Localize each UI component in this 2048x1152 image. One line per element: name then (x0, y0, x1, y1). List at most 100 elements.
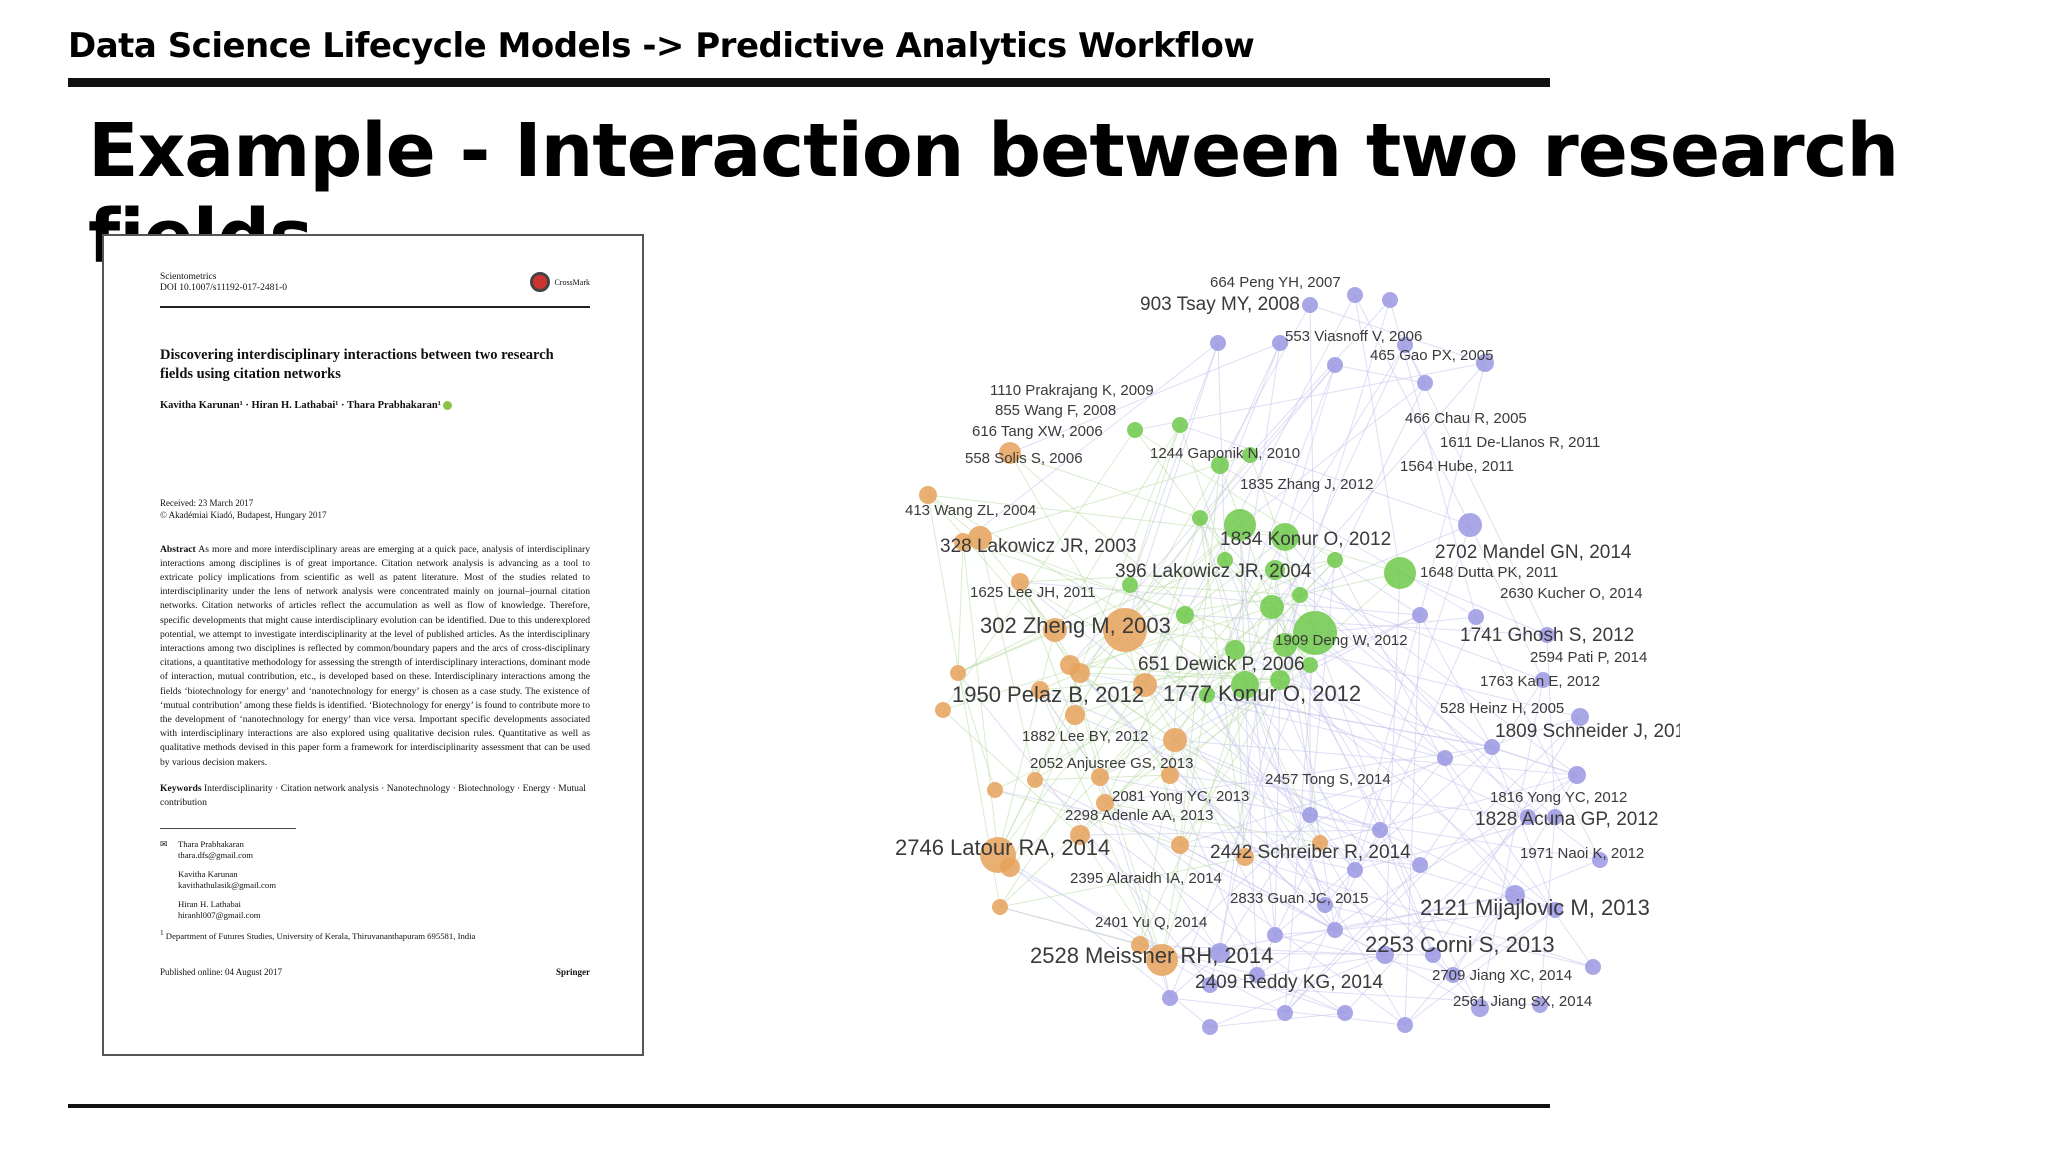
network-node-green (1273, 633, 1297, 657)
network-edge (1129, 584, 1356, 871)
network-node-green (1327, 552, 1343, 568)
network-node-label: 553 Viasnoff V, 2006 (1285, 328, 1422, 345)
network-node-label: 855 Wang F, 2008 (995, 402, 1116, 419)
network-node-label: 2081 Yong YC, 2013 (1112, 788, 1249, 805)
network-node-label: 1244 Gaponik N, 2010 (1150, 445, 1300, 462)
network-node-label: 1834 Konur O, 2012 (1220, 529, 1391, 550)
paper-content: Scientometrics DOI 10.1007/s11192-017-24… (160, 272, 590, 977)
network-edge (1124, 629, 1181, 846)
network-edge (1432, 716, 1581, 956)
network-edge (1099, 694, 1208, 778)
network-node-label: 558 Solis S, 2006 (965, 450, 1083, 467)
network-edge (1274, 746, 1493, 936)
network-node-orange (1011, 573, 1029, 591)
network-edge (1239, 382, 1426, 526)
network-node-purple (1571, 708, 1589, 726)
network-node-label: 1835 Zhang J, 2012 (1240, 476, 1373, 493)
network-edge (1279, 679, 1556, 911)
network-node-orange (1131, 936, 1149, 954)
network-node-label: 664 Peng YH, 2007 (1210, 274, 1341, 291)
network-edge (1274, 569, 1493, 748)
network-node-purple (1471, 999, 1489, 1017)
network-edge (962, 454, 1251, 543)
network-node-label: 1909 Deng W, 2012 (1275, 632, 1408, 649)
network-edge (1034, 779, 1346, 1014)
network-edge (1404, 909, 1556, 1026)
network-edge (962, 541, 999, 856)
network-edge (1174, 739, 1578, 776)
orcid-icon (443, 400, 453, 410)
network-node-orange (1096, 794, 1114, 812)
paper-keywords: Keywords Interdisciplinarity · Citation … (160, 782, 590, 810)
network-edge (1206, 364, 1336, 696)
network-edge (1174, 739, 1556, 911)
network-node-purple (1520, 809, 1536, 825)
contact-entry: Thara Prabhakaran thara.dfs@gmail.com (178, 839, 590, 861)
network-edge (1271, 362, 1486, 608)
network-edge (1419, 362, 1486, 616)
network-edge (1244, 757, 1446, 858)
network-node-purple (1484, 739, 1500, 755)
network-edge (1309, 664, 1516, 896)
crossmark-badge: CrossMark (530, 272, 590, 292)
network-node-green (1225, 640, 1245, 660)
network-node-purple (1302, 297, 1318, 313)
contact-email: hiranhl007@gmail.com (178, 910, 261, 921)
paper-masthead: Scientometrics DOI 10.1007/s11192-017-24… (160, 272, 590, 294)
network-edge (1284, 829, 1381, 1014)
network-node-orange (968, 526, 992, 550)
network-node-label: 2630 Kucher O, 2014 (1500, 585, 1643, 602)
network-edge (999, 906, 1258, 976)
publisher-logo: Springer (555, 967, 590, 978)
received-date: Received: 23 March 2017 (160, 497, 254, 508)
network-node-purple (1445, 967, 1461, 983)
network-edge (1129, 584, 1301, 596)
envelope-icon: ✉ (160, 839, 168, 850)
network-edge (1234, 342, 1281, 651)
network-edge (1284, 344, 1406, 538)
network-edge (1249, 299, 1391, 456)
contact-entry: Kavitha Karunan kavithathulasik@gmail.co… (178, 869, 590, 891)
network-edge (1079, 829, 1381, 836)
network-edge (1284, 864, 1421, 1014)
network-node-label: 1648 Dutta PK, 2011 (1420, 564, 1558, 581)
network-edge (1299, 594, 1556, 818)
network-node-orange (1146, 944, 1178, 976)
network-edge (1334, 614, 1421, 931)
network-node-purple (1535, 672, 1551, 688)
network-node-purple (1568, 766, 1586, 784)
crossmark-icon (530, 272, 551, 292)
network-node-purple (1425, 947, 1441, 963)
footnote-divider (160, 828, 296, 830)
network-edge (1314, 632, 1434, 956)
network-edge (1019, 581, 1106, 804)
network-edge (1274, 559, 1336, 571)
network-edge (1009, 342, 1281, 454)
network-node-purple (1592, 852, 1608, 868)
network-edge (1284, 644, 1581, 718)
network-node-label: 465 Gao PX, 2005 (1370, 347, 1493, 364)
network-edge (999, 739, 1176, 908)
masthead-divider (160, 306, 590, 308)
network-node-orange (935, 702, 951, 718)
network-edge (1184, 614, 1548, 636)
network-edge (1184, 294, 1356, 616)
network-edge (1074, 464, 1221, 716)
network-node-purple (1327, 922, 1343, 938)
network-edge (1324, 904, 1594, 968)
network-node-green (1242, 447, 1258, 463)
paper-dates: Received: 23 March 2017 © Akadémiai Kiad… (160, 497, 590, 521)
abstract-label: Abstract (160, 543, 196, 555)
network-node-purple (1547, 902, 1563, 918)
network-node-label: 1809 Schneider J, 2012 (1495, 721, 1680, 742)
network-node-label: 903 Tsay MY, 2008 (1140, 294, 1300, 315)
paper-footer: Published online: 04 August 2017 Springe… (160, 967, 590, 977)
network-edge (1256, 774, 1578, 976)
contact-name: Thara Prabhakaran (178, 839, 244, 850)
network-node-label: 1564 Hube, 2011 (1400, 458, 1514, 475)
network-edge (1174, 684, 1246, 741)
network-edge (1144, 684, 1446, 759)
network-edge (942, 429, 1136, 711)
network-node-label: 1625 Lee JH, 2011 (970, 584, 1096, 601)
network-node-purple (1437, 750, 1453, 766)
